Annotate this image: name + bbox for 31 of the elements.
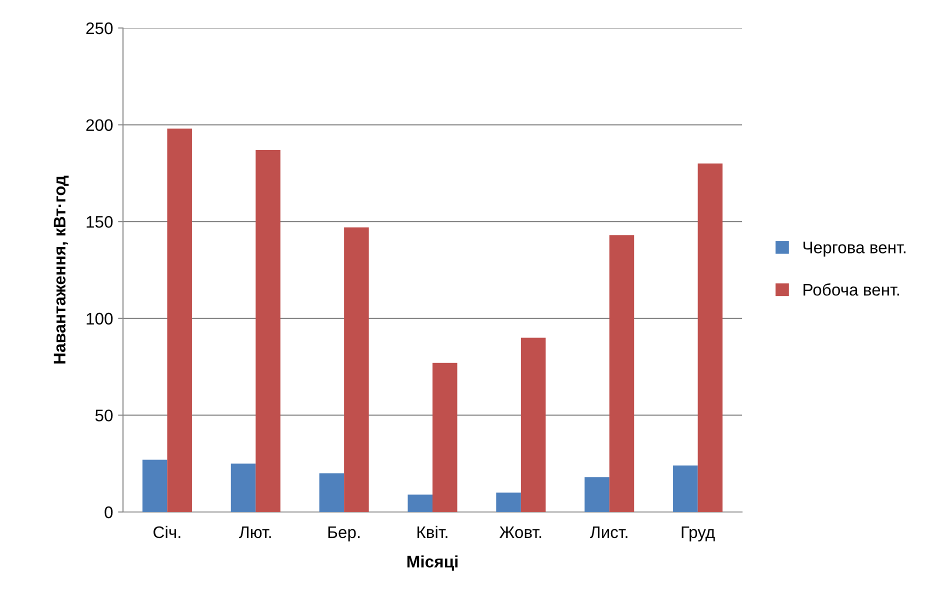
bar [167,128,192,512]
legend-label: Чергова вент. [804,242,906,257]
bar [698,164,723,512]
y-tick-label: 250 [86,22,113,34]
y-tick-label: 100 [86,312,113,325]
bar [230,464,256,512]
bar [520,338,546,512]
legend-label: Робоча вент. [804,283,899,296]
bar [609,235,634,512]
bar [432,362,458,512]
y-tick-label: 0 [104,506,113,518]
bar [496,492,521,512]
x-tick-label: Бер. [328,526,360,542]
bar [142,460,168,512]
bar [584,477,610,512]
y-tick-label: 150 [86,216,113,228]
x-tick-label: Квіт. [418,526,448,538]
bar [319,473,344,512]
x-tick-label: Лист. [590,526,628,538]
y-tick-label: 200 [86,119,113,132]
x-tick-label: Жовт. [499,526,542,538]
y-axis-title: Навантаження, кВт·год [54,176,69,364]
bar [344,227,369,512]
x-tick-label: Січ. [154,526,180,538]
y-tick-label: 50 [95,410,113,422]
x-axis-title: Місяці [407,555,458,571]
bar [673,466,698,512]
x-tick-label: Лют. [239,526,271,538]
x-tick-label: Груд [682,526,715,542]
bar [408,494,432,512]
bar [256,150,280,512]
